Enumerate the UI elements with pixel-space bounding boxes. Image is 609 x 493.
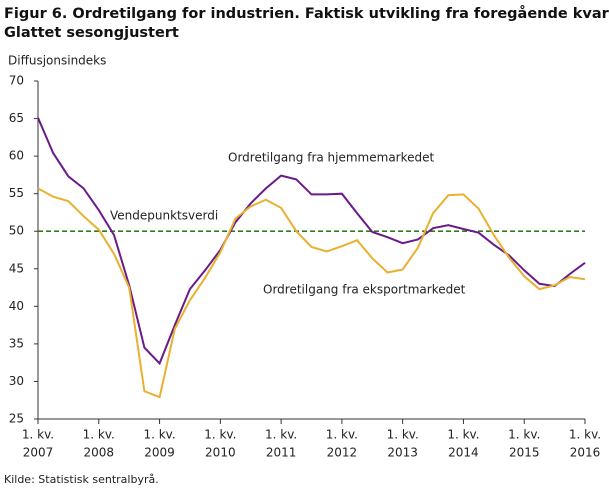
x-tick-label: 1. kv. — [508, 428, 540, 442]
y-tick-label: 50 — [9, 224, 24, 238]
y-tick-label: 55 — [9, 186, 24, 200]
y-tick-label: 25 — [9, 412, 24, 426]
x-tick-label: 1. kv. — [569, 428, 601, 442]
x-tick-label: 1. kv. — [447, 428, 479, 442]
x-tick-label: 2016 — [570, 446, 601, 460]
x-tick-label: 2010 — [205, 446, 236, 460]
x-tick-label: 2014 — [448, 446, 479, 460]
source: Kilde: Statistisk sentralbyrå. — [4, 473, 159, 486]
x-tick-label: 1. kv. — [22, 428, 54, 442]
x-tick-label: 1. kv. — [265, 428, 297, 442]
x-tick-label: 1. kv. — [143, 428, 175, 442]
y-tick-label: 40 — [9, 299, 24, 313]
x-tick-label: 2011 — [266, 446, 297, 460]
x-tick-label: 2012 — [327, 446, 358, 460]
chart-subtitle: Glattet sesongjustert — [4, 25, 179, 41]
x-tick-label: 2008 — [84, 446, 115, 460]
x-tick-label: 1. kv. — [387, 428, 419, 442]
line-series — [37, 187, 586, 399]
y-tick-label: 45 — [9, 261, 24, 275]
y-tick-label: 70 — [9, 74, 24, 88]
series-label: Ordretilgang fra eksportmarkedet — [263, 283, 466, 297]
chart-title: Figur 6. Ordretilgang for industrien. Fa… — [4, 5, 609, 22]
y-axis-label: Diffusjonsindeks — [8, 54, 106, 68]
series-label: Ordretilgang fra hjemmemarkedet — [228, 151, 435, 165]
y-tick-label: 35 — [9, 336, 24, 350]
x-tick-label: 2013 — [387, 446, 418, 460]
y-tick-label: 30 — [9, 374, 24, 388]
reference-label: Vendepunktsverdi — [110, 209, 218, 223]
y-tick-label: 65 — [9, 111, 24, 125]
x-tick-label: 2009 — [144, 446, 175, 460]
y-tick-label: 60 — [9, 149, 24, 163]
x-tick-label: 1. kv. — [204, 428, 236, 442]
x-tick-label: 1. kv. — [326, 428, 358, 442]
x-tick-label: 2007 — [23, 446, 54, 460]
x-tick-label: 2015 — [509, 446, 540, 460]
x-tick-label: 1. kv. — [83, 428, 115, 442]
